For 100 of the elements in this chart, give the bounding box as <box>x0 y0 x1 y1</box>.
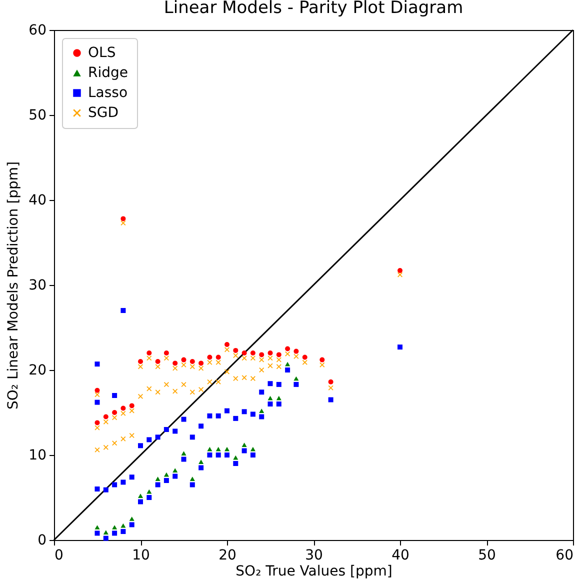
y-tick-label: 0 <box>38 532 46 548</box>
point <box>268 350 273 356</box>
point <box>172 428 178 434</box>
point <box>164 472 169 477</box>
point <box>112 440 118 446</box>
point <box>398 268 402 274</box>
point <box>198 465 204 470</box>
point <box>103 419 108 424</box>
legend-label: SGD <box>88 105 119 121</box>
point <box>190 390 195 395</box>
point <box>276 357 282 362</box>
point <box>94 388 100 393</box>
point <box>207 446 212 452</box>
x-tick-label: 40 <box>392 548 410 564</box>
point <box>120 406 126 411</box>
point <box>320 362 325 368</box>
point <box>138 364 143 370</box>
point <box>129 474 134 480</box>
point <box>120 529 126 534</box>
point <box>302 354 308 360</box>
point <box>302 360 308 365</box>
point <box>233 416 238 421</box>
point <box>250 412 256 417</box>
point <box>103 530 108 535</box>
point <box>181 416 186 422</box>
point <box>94 425 100 430</box>
point <box>103 414 108 420</box>
point <box>216 360 221 365</box>
point <box>129 432 134 438</box>
point <box>146 495 152 500</box>
legend-label: Lasso <box>88 85 128 101</box>
point <box>207 452 212 458</box>
point <box>138 359 143 364</box>
point <box>164 427 169 432</box>
point <box>172 360 178 366</box>
point <box>250 376 256 381</box>
point <box>216 379 221 384</box>
point <box>181 451 186 456</box>
point <box>268 381 273 386</box>
point <box>398 344 402 350</box>
point <box>190 364 195 370</box>
y-tick-label: 50 <box>28 108 46 124</box>
point <box>233 353 238 358</box>
point <box>190 476 195 481</box>
point <box>198 360 204 366</box>
x-tick-label: 10 <box>132 548 150 564</box>
point <box>129 403 134 408</box>
point <box>155 434 160 440</box>
point <box>112 415 118 420</box>
point <box>112 525 118 530</box>
point <box>207 354 212 360</box>
point <box>103 444 108 450</box>
point <box>207 379 212 384</box>
point <box>120 308 126 313</box>
point <box>129 516 134 521</box>
point <box>328 379 334 384</box>
x-tick-label: 20 <box>218 548 236 564</box>
point <box>146 356 152 361</box>
point <box>146 437 152 442</box>
point <box>242 448 247 454</box>
point <box>112 530 118 536</box>
y-tick-label: 20 <box>28 362 46 378</box>
point <box>94 362 100 367</box>
point <box>224 452 230 458</box>
y-tick-label: 60 <box>28 22 46 38</box>
point <box>172 366 178 371</box>
point <box>250 446 256 452</box>
point <box>112 410 118 415</box>
point <box>294 382 299 387</box>
point <box>94 530 100 536</box>
point <box>276 402 282 406</box>
point <box>138 443 143 448</box>
point <box>259 390 264 395</box>
y-axis-title: SO₂ Linear Models Prediction [ppm] <box>6 161 22 410</box>
point <box>242 356 247 361</box>
point <box>276 396 282 400</box>
point <box>216 413 221 418</box>
x-axis-title: SO₂ True Values [ppm] <box>236 564 392 580</box>
point <box>146 386 152 392</box>
point <box>259 352 264 358</box>
point <box>138 494 143 498</box>
point <box>268 363 273 368</box>
point <box>164 478 169 483</box>
point <box>259 414 264 420</box>
point <box>259 408 264 413</box>
point <box>276 364 282 370</box>
point <box>120 480 126 485</box>
point <box>146 350 152 356</box>
point <box>216 452 221 458</box>
legend-label: Ridge <box>88 65 128 81</box>
point <box>276 382 282 387</box>
point <box>285 368 290 372</box>
point <box>250 356 256 361</box>
point <box>164 356 169 361</box>
point <box>233 461 238 466</box>
point <box>320 357 325 362</box>
point <box>207 360 212 365</box>
point <box>242 350 247 356</box>
point <box>94 420 100 426</box>
point <box>120 216 126 222</box>
